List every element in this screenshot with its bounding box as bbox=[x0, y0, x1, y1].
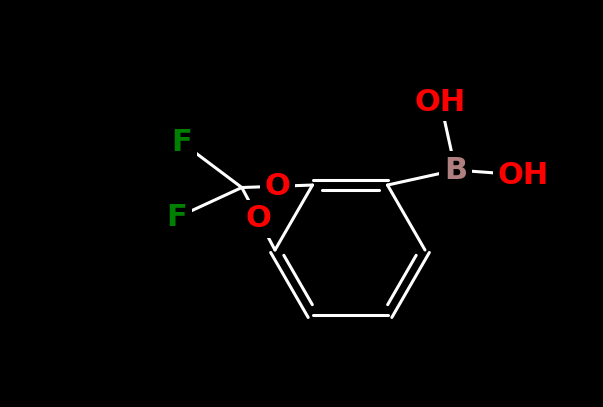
Text: OH: OH bbox=[498, 160, 549, 190]
Text: F: F bbox=[166, 203, 187, 232]
Text: F: F bbox=[171, 128, 192, 157]
Text: OH: OH bbox=[415, 88, 466, 116]
Text: O: O bbox=[245, 204, 271, 233]
Text: B: B bbox=[444, 155, 467, 184]
Text: O: O bbox=[264, 172, 290, 201]
